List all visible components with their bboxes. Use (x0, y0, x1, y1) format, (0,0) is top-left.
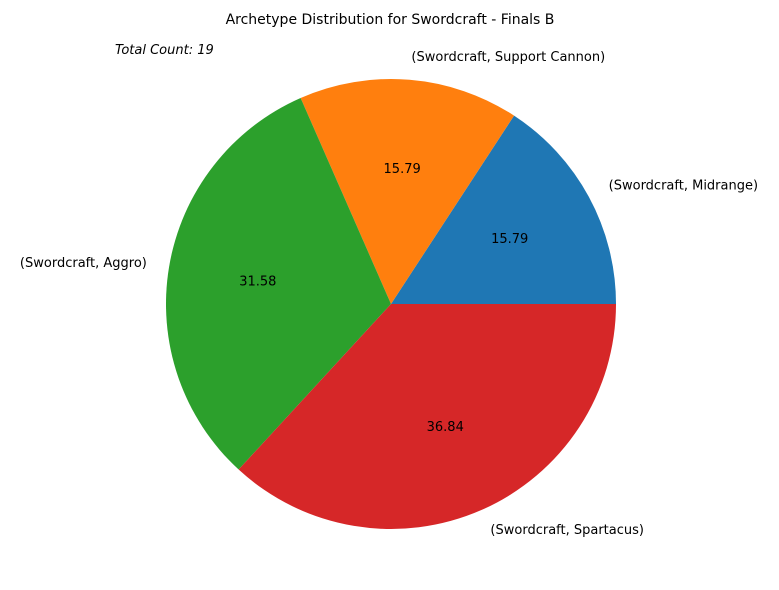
pie-slice-swordcraft-spartacus (238, 304, 616, 529)
pie-slices (165, 78, 616, 529)
pie-slice-swordcraft-support-cannon (300, 78, 515, 304)
percentage-labels: 15.79 15.79 31.58 36.84 (239, 162, 528, 435)
slice-value-label: 15.79 (384, 162, 421, 177)
slice-value-label: 36.84 (427, 420, 464, 435)
slice-value-label: 31.58 (239, 274, 276, 289)
slice-category-label: (Swordcraft, Aggro) (20, 256, 147, 271)
slice-category-label: (Swordcraft, Support Cannon) (411, 50, 605, 65)
chart-title: Archetype Distribution for Swordcraft - … (226, 12, 555, 28)
total-count-annotation: Total Count: 19 (115, 43, 214, 58)
slice-category-label: (Swordcraft, Midrange) (609, 179, 758, 194)
pie-slice-swordcraft-midrange (391, 115, 616, 304)
slice-category-label: (Swordcraft, Spartacus) (490, 523, 644, 538)
slice-value-label: 15.79 (491, 232, 528, 247)
pie-slice-swordcraft-aggro (165, 97, 391, 470)
category-labels: (Swordcraft, Midrange) (Swordcraft, Suppo… (20, 50, 758, 538)
